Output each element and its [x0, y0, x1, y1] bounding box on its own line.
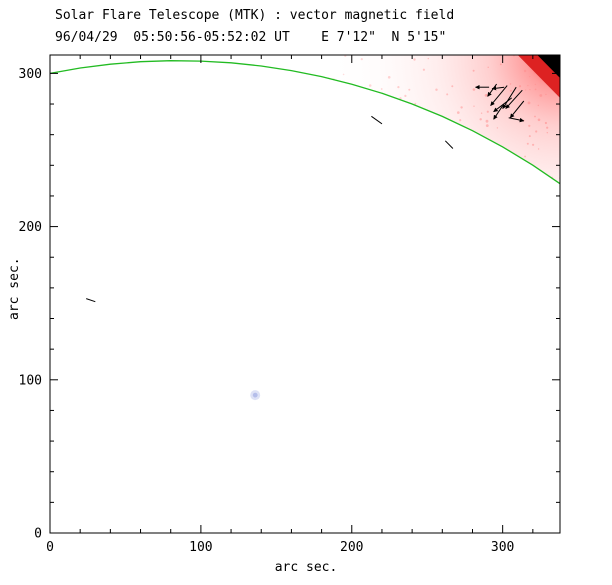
tick-labels-group: 0 100 200 300 0 100 200 300	[19, 67, 515, 555]
svg-text:0: 0	[34, 527, 42, 542]
svg-text:100: 100	[19, 373, 42, 388]
plot-subtitle: 96/04/29 05:50:56-05:52:02 UT E 7'12" N …	[55, 30, 447, 45]
blue-spot	[250, 390, 261, 401]
plage-region	[261, 55, 560, 184]
svg-text:300: 300	[491, 540, 514, 555]
plot-title: Solar Flare Telescope (MTK) : vector mag…	[55, 8, 455, 23]
svg-text:200: 200	[340, 540, 363, 555]
corner-triangle	[537, 55, 560, 78]
svg-text:100: 100	[189, 540, 212, 555]
svg-text:200: 200	[19, 220, 42, 235]
axes-group	[49, 54, 561, 534]
x-axis-label: arc sec.	[274, 560, 338, 575]
y-axis-label: arc sec.	[7, 257, 22, 320]
solar-limb-curve	[49, 60, 561, 185]
svg-text:0: 0	[46, 540, 54, 555]
svg-text:300: 300	[19, 67, 42, 82]
vector-field-group	[86, 83, 525, 303]
